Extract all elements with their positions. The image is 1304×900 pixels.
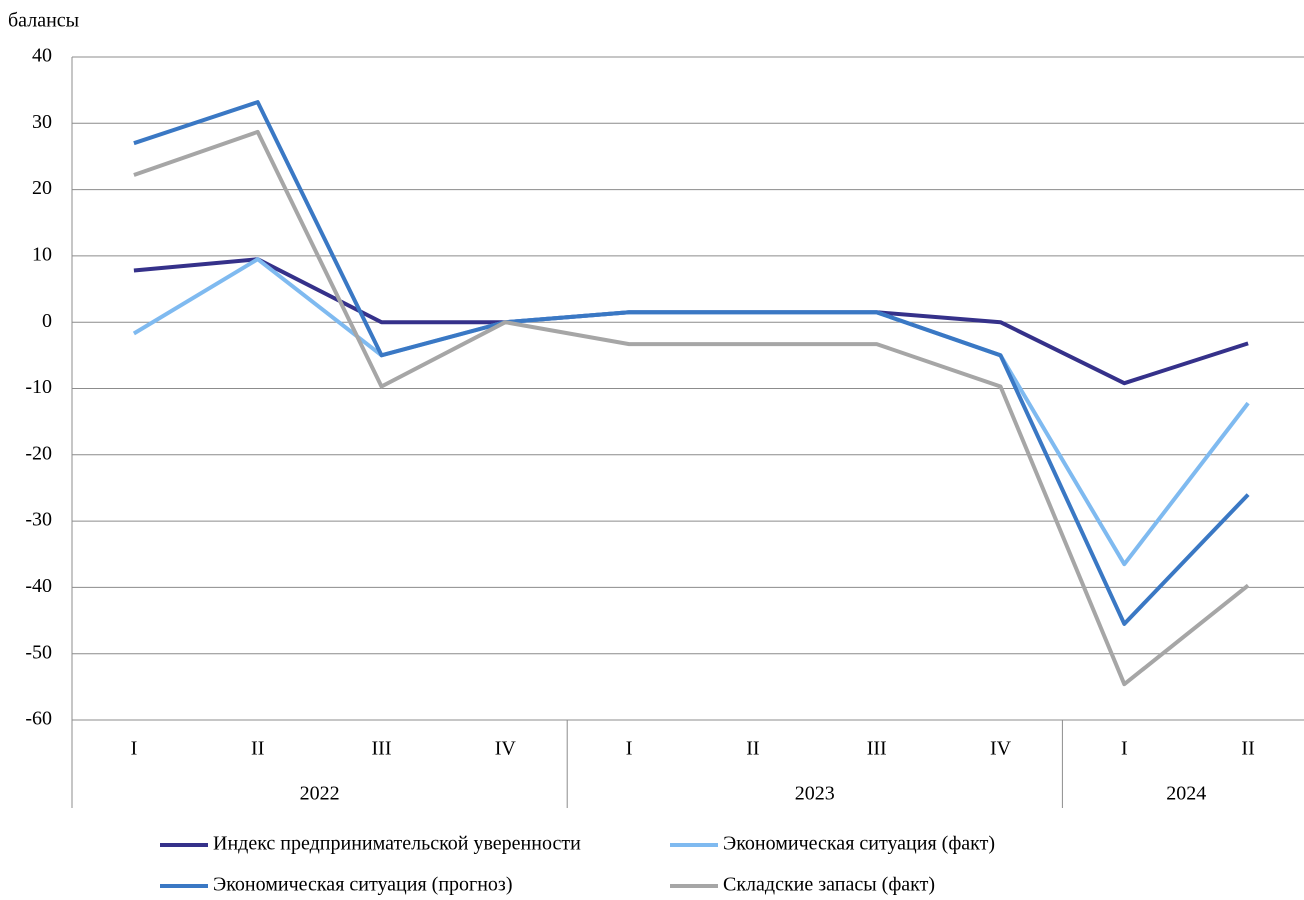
x-group-label: 2022 [300,783,340,805]
series-line [133,257,1249,386]
x-group-label: 2024 [1166,783,1206,805]
y-tick-label: 30 [32,111,52,133]
series-line [132,257,1250,567]
series-line [133,100,1250,626]
y-tick-label: -30 [25,509,52,531]
x-tick-label: I [131,738,138,760]
y-axis-label: балансы [8,10,79,32]
x-tick-label: I [626,738,633,760]
y-tick-label: -10 [25,376,52,398]
y-tick-label: -50 [25,641,52,663]
series-line [133,129,1250,687]
x-tick-label: IV [495,738,517,760]
legend-label: Экономическая ситуация (прогноз) [213,874,513,896]
y-tick-label: -40 [25,575,52,597]
x-tick-label: IV [990,738,1012,760]
legend-label: Складские запасы (факт) [723,874,935,896]
x-tick-label: II [1241,738,1254,760]
y-tick-label: -20 [25,442,52,464]
y-tick-label: -60 [25,708,52,730]
y-tick-label: 10 [32,243,52,265]
y-tick-label: 40 [32,45,52,67]
x-group-label: 2023 [795,783,835,805]
y-tick-label: 0 [42,310,52,332]
legend-label: Индекс предпринимательской уверенности [213,833,581,855]
y-tick-label: 20 [32,177,52,199]
x-tick-label: I [1121,738,1128,760]
x-tick-label: III [867,738,887,760]
x-tick-label: II [251,738,264,760]
legend-label: Экономическая ситуация (факт) [723,833,995,855]
x-tick-label: II [746,738,759,760]
x-tick-label: III [372,738,392,760]
